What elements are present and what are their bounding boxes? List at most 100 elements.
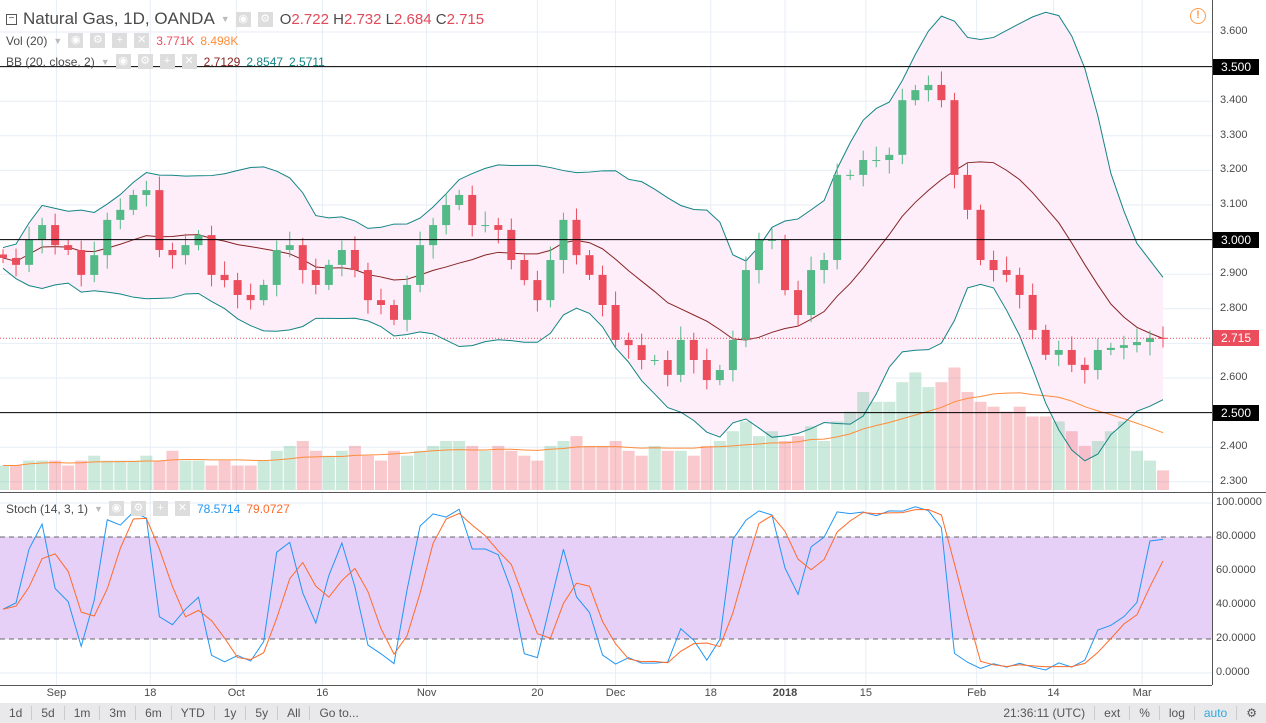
- candle-body: [51, 225, 60, 246]
- candle-body: [572, 219, 581, 256]
- range-button-1m[interactable]: 1m: [65, 706, 101, 720]
- volume-bar: [1065, 431, 1078, 490]
- candle-body: [820, 260, 829, 271]
- volume-bar: [492, 445, 505, 490]
- dropdown-icon[interactable]: ▼: [94, 503, 103, 514]
- candle-body: [767, 239, 776, 241]
- candle-body: [1041, 329, 1050, 355]
- volume-bar: [700, 445, 713, 490]
- candle-body: [911, 90, 920, 101]
- volume-bar: [674, 450, 687, 490]
- plus-icon[interactable]: +: [159, 54, 175, 69]
- range-button-all[interactable]: All: [278, 706, 311, 720]
- stoch-label[interactable]: Stoch (14, 3, 1): [6, 501, 89, 516]
- range-button-goto[interactable]: Go to...: [319, 706, 359, 720]
- candle-body: [129, 194, 138, 210]
- close-icon[interactable]: ✕: [174, 501, 190, 516]
- dropdown-icon[interactable]: ▼: [220, 14, 230, 24]
- gear-icon[interactable]: ⚙: [137, 54, 153, 69]
- close-icon[interactable]: ✕: [181, 54, 197, 69]
- candle-body: [702, 360, 711, 381]
- stoch-d-value: 79.0727: [246, 501, 290, 516]
- volume-bar: [101, 460, 114, 490]
- dropdown-icon[interactable]: ▼: [100, 56, 110, 67]
- candle-body: [833, 174, 842, 261]
- log-toggle[interactable]: log: [1160, 706, 1195, 720]
- candle-body: [546, 260, 555, 301]
- candle-body: [481, 225, 490, 227]
- candle-body: [950, 100, 959, 175]
- range-button-6m[interactable]: 6m: [136, 706, 172, 720]
- low-value: 2.684: [394, 10, 432, 28]
- candle-body: [0, 254, 7, 258]
- close-icon[interactable]: ✕: [134, 33, 150, 48]
- volume-bar: [1052, 421, 1065, 490]
- volume-bar: [922, 387, 935, 490]
- bb-legend: BB (20, close, 2) ▼ ◉ ⚙ + ✕ 2.7129 2.8547 2.…: [6, 54, 325, 69]
- eye-icon[interactable]: ◉: [115, 54, 131, 69]
- volume-bar: [1143, 460, 1156, 490]
- clock-display[interactable]: 21:36:11 (UTC): [994, 706, 1096, 720]
- candle-body: [598, 274, 607, 305]
- stoch-axis-label: 80.0000: [1216, 530, 1256, 542]
- volume-bar: [948, 367, 961, 490]
- range-button-5y[interactable]: 5y: [246, 706, 279, 720]
- range-button-ytd[interactable]: YTD: [172, 706, 215, 720]
- candle-body: [77, 249, 86, 275]
- volume-bar: [453, 441, 466, 490]
- symbol-title[interactable]: Natural Gas, 1D, OANDA: [23, 9, 215, 28]
- volume-bar: [570, 436, 583, 490]
- candle-body: [1028, 294, 1037, 330]
- bb-label[interactable]: BB (20, close, 2): [6, 54, 95, 69]
- volume-bar: [218, 460, 231, 490]
- eye-icon[interactable]: ◉: [108, 501, 124, 516]
- chart-canvas[interactable]: [0, 0, 1266, 703]
- candle-body: [38, 225, 47, 240]
- candle-body: [298, 245, 307, 271]
- settings-gear-icon[interactable]: ⚙: [1246, 706, 1257, 720]
- eye-icon[interactable]: ◉: [68, 33, 84, 48]
- candle-body: [1159, 337, 1167, 339]
- range-button-1y[interactable]: 1y: [215, 706, 247, 720]
- candle-body: [989, 260, 998, 271]
- auto-toggle[interactable]: auto: [1195, 706, 1238, 720]
- plus-icon[interactable]: +: [112, 33, 128, 48]
- candle-body: [103, 219, 112, 256]
- collapse-icon[interactable]: −: [6, 13, 17, 25]
- stoch-k-value: 78.5714: [196, 501, 241, 516]
- price-axis-label: 2.300: [1220, 474, 1248, 487]
- ext-toggle[interactable]: ext: [1095, 706, 1131, 720]
- volume-bar: [961, 392, 974, 490]
- range-button-5d[interactable]: 5d: [32, 706, 65, 720]
- time-axis-label: Dec: [605, 687, 626, 699]
- range-button-1d[interactable]: 1d: [0, 706, 33, 720]
- volume-label[interactable]: Vol (20): [6, 33, 48, 48]
- volume-bar: [752, 436, 765, 490]
- volume-bar: [440, 441, 453, 490]
- ohlc-values: O2.722 H2.732 L2.684 C2.715: [279, 10, 485, 28]
- volume-bar: [739, 421, 752, 490]
- volume-bar: [635, 455, 648, 490]
- percent-toggle[interactable]: %: [1130, 706, 1160, 720]
- volume-bar: [166, 450, 179, 490]
- gear-icon[interactable]: ⚙: [130, 501, 146, 516]
- dropdown-icon[interactable]: ▼: [53, 35, 63, 46]
- volume-bar: [192, 460, 205, 490]
- alert-icon[interactable]: !: [1190, 8, 1206, 24]
- range-button-3m[interactable]: 3m: [100, 706, 137, 720]
- eye-icon[interactable]: ◉: [235, 11, 251, 27]
- candle-body: [259, 284, 268, 301]
- gear-icon[interactable]: ⚙: [90, 33, 106, 48]
- candle-body: [507, 229, 516, 261]
- plus-icon[interactable]: +: [152, 501, 168, 516]
- volume-bar: [818, 441, 831, 490]
- gear-icon[interactable]: ⚙: [257, 11, 273, 27]
- volume-bar: [205, 465, 218, 490]
- price-axis-label: 2.400: [1220, 440, 1248, 453]
- candle-body: [155, 190, 164, 250]
- volume-bar: [1156, 470, 1170, 490]
- volume-bar: [1078, 445, 1091, 490]
- candle-body: [90, 255, 99, 275]
- candle-body: [924, 84, 933, 91]
- candle-body: [455, 194, 464, 205]
